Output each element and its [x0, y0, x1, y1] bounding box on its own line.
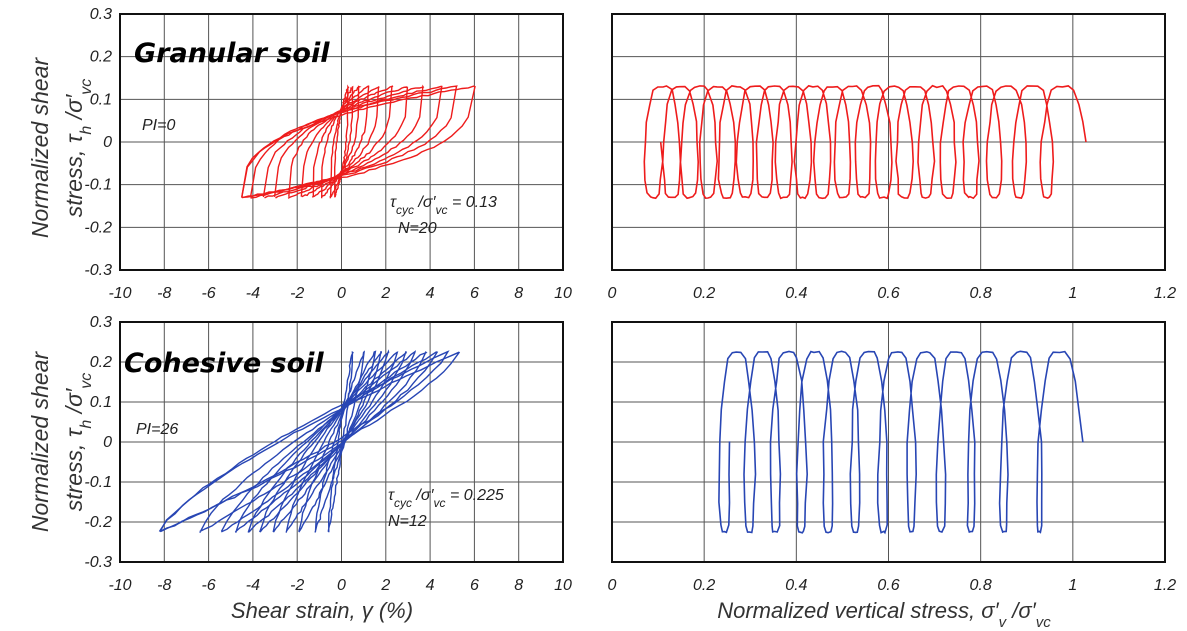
x-tick-label: 1.2 [1154, 285, 1176, 302]
x-tick-label: 6 [470, 577, 479, 594]
x-tick-label: 1 [1068, 285, 1077, 302]
x-tick-label: 4 [426, 577, 435, 594]
y-tick-label: 0.1 [90, 394, 112, 411]
granular-stress-path-plot: 0 0.2 0.4 0.6 0.8 1 1.2 [608, 13, 1176, 302]
x-tick-label: -4 [246, 285, 260, 302]
cohesive-stress-strain-plot: -10 -8 -6 -4 -2 0 2 4 6 8 10 0.3 0.2 0.1 0 -0.1 -0.2 -0.3 [84, 314, 572, 594]
hysteresis-loop [220, 350, 428, 533]
x-tick-label: -2 [290, 285, 304, 302]
y-tick-label: -0.1 [84, 474, 112, 491]
hysteresis-loop [298, 350, 377, 533]
granular-stress-strain-plot: -10 -8 -6 -4 -2 0 2 4 6 8 10 0.3 0.2 0.1 0 -0.1 -0.2 -0.3 [84, 6, 572, 302]
y-tick-label: 0.1 [90, 91, 112, 108]
y-tick-label: 0 [103, 434, 112, 451]
hysteresis-loop [159, 350, 450, 533]
hysteresis-loop [241, 85, 476, 199]
x-tick-label: -6 [201, 577, 215, 594]
y-tick-label: 0.3 [90, 6, 112, 23]
cohesive-soil-label: Cohesive soil [124, 348, 324, 379]
hysteresis-loop [329, 85, 354, 199]
effective-stress-path [643, 84, 1087, 200]
hysteresis-loop [333, 84, 350, 198]
x-tick-label: 0 [608, 285, 617, 302]
x-tick-label: 4 [426, 285, 435, 302]
x-tick-label: 10 [554, 285, 572, 302]
hysteresis-loop [300, 86, 380, 198]
cohesive-ratio-label: τcyc /σ′vc = 0.225 [388, 487, 504, 510]
x-tick-label: 0.2 [693, 577, 715, 594]
x-tick-label: 6 [470, 285, 479, 302]
x-tick-label: 10 [554, 577, 572, 594]
hysteresis-loop [272, 349, 390, 533]
y-tick-label: 0.2 [90, 49, 112, 66]
x-tick-label: 0.6 [877, 577, 899, 594]
x-tick-label: 0.6 [877, 285, 899, 302]
y-tick-label: -0.2 [84, 514, 112, 531]
x-tick-label: -6 [201, 285, 215, 302]
cohesive-stress-path-plot: 0 0.2 0.4 0.6 0.8 1 1.2 [608, 321, 1176, 594]
y-tick-label: -0.1 [84, 177, 112, 194]
hysteresis-loop [327, 350, 354, 533]
y-axis-label-bottom-line1: Normalized shear [27, 351, 53, 533]
hysteresis-loop [158, 351, 461, 533]
plot-frame [119, 321, 564, 563]
x-tick-label: 0 [337, 285, 346, 302]
x-tick-label: -2 [290, 577, 304, 594]
x-tick-label: 0 [337, 577, 346, 594]
x-tick-label: -8 [157, 577, 171, 594]
x-tick-label: 8 [514, 285, 523, 302]
x-tick-label: 0.4 [785, 577, 807, 594]
hysteresis-loop [259, 351, 399, 533]
y-axis-label-top-line1: Normalized shear [27, 57, 53, 239]
hysteresis-loop [321, 85, 362, 199]
x-tick-label: -8 [157, 285, 171, 302]
x-tick-label: 8 [514, 577, 523, 594]
x-tick-label: -4 [246, 577, 260, 594]
y-tick-label: -0.3 [84, 262, 112, 279]
y-tick-label: -0.2 [84, 219, 112, 236]
hysteresis-loop [199, 351, 439, 534]
hysteresis-loop [285, 351, 383, 533]
x-tick-label: -10 [108, 577, 131, 594]
x-tick-label: 0.8 [970, 577, 992, 594]
plot-frame [611, 13, 1166, 271]
x-tick-label: 2 [380, 285, 390, 302]
hysteresis-loop [247, 351, 407, 533]
hysteresis-loop [241, 85, 458, 198]
x-tick-label: 0.2 [693, 285, 715, 302]
plot-frame [611, 321, 1166, 563]
x-tick-label: 1 [1068, 577, 1077, 594]
granular-n-label: N=20 [398, 220, 437, 237]
x-tick-label: 0.4 [785, 285, 807, 302]
cohesive-n-label: N=12 [388, 513, 427, 530]
y-tick-label: 0.2 [90, 354, 112, 371]
x-tick-label: 0 [608, 577, 617, 594]
cohesive-pi-label: PI=26 [136, 421, 178, 438]
x-axis-label-strain: Shear strain, γ (%) [231, 598, 413, 623]
x-axis-label-vertical-stress: Normalized vertical stress, σ′v /σ′vc [717, 598, 1051, 631]
granular-soil-label: Granular soil [134, 38, 330, 69]
x-tick-label: 0.8 [970, 285, 992, 302]
x-tick-label: 2 [380, 577, 390, 594]
hysteresis-loop [311, 85, 370, 198]
x-tick-label: -10 [108, 285, 131, 302]
y-tick-label: -0.3 [84, 554, 112, 571]
y-tick-label: 0 [103, 134, 112, 151]
effective-stress-path [718, 350, 1084, 535]
y-tick-label: 0.3 [90, 314, 112, 331]
hysteresis-loop [234, 350, 417, 533]
granular-ratio-label: τcyc /σ′vc = 0.13 [390, 194, 497, 217]
x-tick-label: 1.2 [1154, 577, 1176, 594]
plot-frame [119, 13, 564, 271]
granular-pi-label: PI=0 [142, 117, 175, 134]
